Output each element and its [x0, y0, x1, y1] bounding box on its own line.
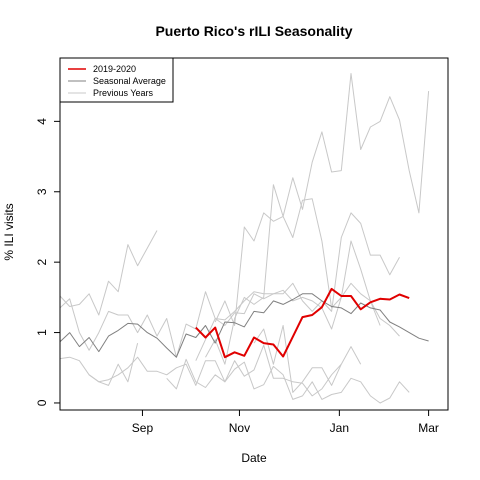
y-tick-label: 4 — [35, 118, 49, 125]
lines-layer — [59, 73, 430, 404]
previous-year-line-5 — [166, 358, 410, 404]
x-tick-label: Nov — [229, 421, 250, 435]
plot-frame — [59, 57, 449, 411]
x-axis: Sep Nov Jan Mar — [132, 410, 439, 435]
legend-box — [59, 57, 174, 103]
previous-year-line-3 — [59, 344, 342, 397]
previous-year-line-4 — [88, 342, 139, 386]
chart-title: Puerto Rico's rILI Seasonality — [155, 23, 352, 39]
y-axis: 0 1 2 3 4 — [35, 118, 60, 406]
previous-year-line-9 — [253, 325, 362, 393]
legend-label: Seasonal Average — [93, 76, 166, 86]
legend: 2019-2020 Seasonal Average Previous Years — [59, 57, 174, 103]
seasonal-average-line — [59, 293, 429, 358]
legend-label: Previous Years — [93, 88, 154, 98]
y-tick-label: 1 — [35, 329, 49, 336]
y-tick-label: 2 — [35, 259, 49, 266]
x-tick-label: Mar — [418, 421, 439, 435]
y-tick-label: 0 — [35, 399, 49, 406]
previous-year-line-6 — [195, 212, 400, 361]
x-axis-label: Date — [241, 451, 267, 465]
previous-year-line-1 — [59, 230, 158, 316]
previous-year-line-7 — [214, 198, 381, 326]
x-tick-label: Sep — [132, 421, 154, 435]
previous-year-line-8 — [205, 73, 430, 365]
y-tick-label: 3 — [35, 188, 49, 195]
y-axis-label: % ILI visits — [2, 203, 16, 260]
x-tick-label: Jan — [330, 421, 349, 435]
legend-label: 2019-2020 — [93, 64, 136, 74]
current-season-line — [195, 287, 410, 359]
